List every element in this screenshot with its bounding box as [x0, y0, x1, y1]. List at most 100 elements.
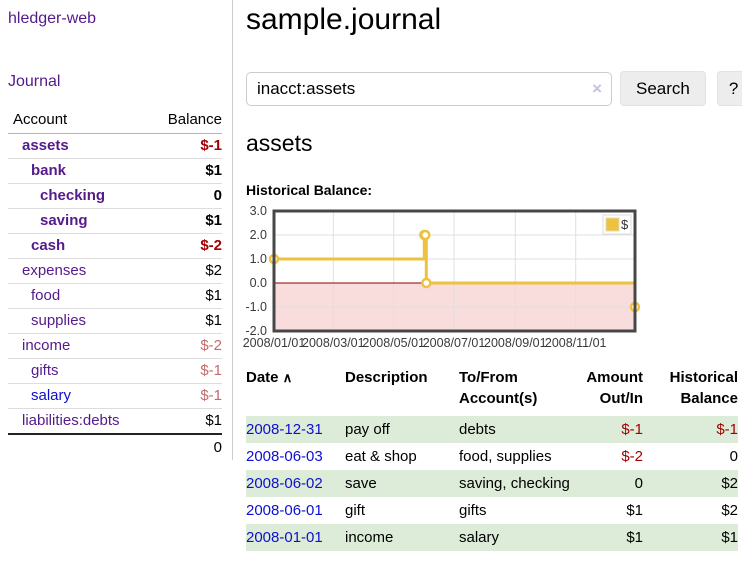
account-link-expenses[interactable]: expenses [22, 262, 87, 279]
search-input[interactable] [246, 71, 612, 106]
register-description-cell: income [345, 524, 459, 551]
register-row: 2008-06-02 save saving, checking 0 $2 [246, 470, 738, 497]
account-name-cell: checking [8, 183, 152, 209]
svg-text:$: $ [621, 217, 629, 232]
account-link-assets[interactable]: assets [22, 137, 69, 154]
search-help-button[interactable]: ? [716, 71, 742, 106]
account-link-liabilities-debts[interactable]: liabilities:debts [22, 412, 120, 429]
app-title-link[interactable]: hledger-web [8, 10, 97, 27]
accounts-col-account: Account [8, 108, 152, 134]
register-col-amount: Amount Out/In [586, 369, 643, 407]
accounts-table-header: Account Balance [8, 108, 222, 134]
register-amount-cell: 0 [575, 470, 643, 497]
register-date-cell: 2008-06-03 [246, 443, 345, 470]
account-heading: assets [246, 130, 313, 156]
register-date-cell: 2008-12-31 [246, 416, 345, 443]
account-link-salary[interactable]: salary [31, 387, 72, 404]
register-balance-cell: $-1 [643, 416, 738, 443]
register-row: 2008-06-03 eat & shop food, supplies $-2 0 [246, 443, 738, 470]
svg-text:1.0: 1.0 [250, 252, 267, 266]
register-col-description: Description [345, 369, 428, 386]
accounts-table: Account Balance assets $-1 bank $1 checking 0… [8, 108, 222, 460]
account-name-cell: assets [8, 134, 152, 159]
account-name-cell: bank [8, 158, 152, 184]
register-balance-cell: $2 [721, 502, 738, 519]
sidebar: hledger-web Journal Account Balance asse… [0, 0, 233, 460]
register-accounts-cell: food, supplies [459, 448, 552, 465]
register-date-cell: 2008-06-02 [246, 470, 345, 497]
account-link-supplies[interactable]: supplies [31, 312, 87, 329]
account-balance: 0 [152, 183, 222, 209]
accounts-total-spacer [8, 433, 152, 460]
account-link-saving[interactable]: saving [40, 212, 88, 229]
register-row: 2008-06-01 gift gifts $1 $2 [246, 497, 738, 524]
account-name-cell: gifts [8, 358, 152, 384]
register-col-accounts: To/From Account(s) [459, 369, 538, 407]
sidebar-item-journal[interactable]: Journal [8, 73, 61, 90]
transaction-date-link[interactable]: 2008-01-01 [246, 529, 323, 546]
transaction-date-link[interactable]: 2008-06-02 [246, 475, 323, 492]
account-row: gifts $-1 [8, 358, 222, 384]
register-balance-cell: $1 [643, 524, 738, 551]
account-row: assets $-1 [8, 134, 222, 159]
page: hledger-web Journal Account Balance asse… [0, 0, 742, 551]
svg-text:-2.0: -2.0 [245, 324, 267, 338]
svg-text:-1.0: -1.0 [245, 300, 267, 314]
account-name-cell: food [8, 283, 152, 309]
register-date-cell: 2008-01-01 [246, 524, 345, 551]
account-name-cell: cash [8, 233, 152, 259]
register-col-balance: Historical Balance [669, 369, 738, 407]
register-balance-cell: $2 [643, 470, 738, 497]
account-link-food[interactable]: food [31, 287, 61, 304]
account-balance: $1 [152, 283, 222, 309]
main-content: sample.journal × Search ? assets Histori… [233, 0, 742, 551]
register-amount-cell: $1 [626, 502, 643, 519]
account-link-income[interactable]: income [22, 337, 71, 354]
account-row: saving $1 [8, 208, 222, 234]
account-name-cell: expenses [8, 258, 152, 284]
account-link-checking[interactable]: checking [40, 187, 106, 204]
account-link-cash[interactable]: cash [31, 237, 66, 254]
account-link-bank[interactable]: bank [31, 162, 67, 179]
transaction-date-link[interactable]: 2008-06-01 [246, 502, 323, 519]
register-row: 2008-12-31 pay off debts $-1 $-1 [246, 416, 738, 443]
account-balance: $-1 [200, 137, 222, 154]
accounts-total-value: 0 [152, 433, 222, 460]
account-balance: $1 [152, 208, 222, 234]
transaction-date-link[interactable]: 2008-06-03 [246, 448, 323, 465]
page-title: sample.journal [246, 3, 442, 36]
register-accounts-cell: saving, checking [459, 470, 575, 497]
register-amount-cell: $-2 [621, 448, 643, 465]
historical-balance-chart: $3.0 2.0 1.0 0.0 -1.0 -2.0 2008/01/01 2008/03/0… [243, 204, 646, 350]
clear-search-icon[interactable]: × [592, 78, 602, 98]
transaction-date-link[interactable]: 2008-12-31 [246, 421, 323, 438]
account-row: food $1 [8, 283, 222, 309]
account-balance: $1 [152, 408, 222, 434]
chart-svg: $3.0 2.0 1.0 0.0 -1.0 -2.02008/01/012008/03/0… [243, 204, 641, 350]
svg-text:2008/01/01: 2008/01/01 [243, 336, 306, 350]
account-balance: $1 [152, 308, 222, 334]
account-row: salary $-1 [8, 383, 222, 409]
register-table: Date ∧ Description To/From Account(s) Am… [246, 367, 738, 551]
sort-asc-icon: ∧ [282, 370, 293, 385]
svg-text:0.0: 0.0 [250, 276, 267, 290]
register-description-cell: gift [345, 502, 366, 519]
search-button[interactable]: Search [620, 71, 706, 106]
register-description-cell: save [345, 470, 459, 497]
account-name-cell: income [8, 333, 152, 359]
account-name-cell: saving [8, 208, 152, 234]
register-col-date[interactable]: Date ∧ [246, 369, 293, 386]
account-row: income $-2 [8, 333, 222, 359]
account-link-gifts[interactable]: gifts [31, 362, 59, 379]
account-balance: $-2 [152, 233, 222, 259]
register-accounts-cell: gifts [459, 502, 487, 519]
account-balance: $-2 [152, 333, 222, 359]
register-amount-cell: $1 [575, 524, 643, 551]
register-date-cell: 2008-06-01 [246, 497, 345, 524]
account-row: supplies $1 [8, 308, 222, 334]
svg-text:3.0: 3.0 [250, 204, 267, 218]
chart-title: Historical Balance: [246, 182, 373, 198]
register-accounts-cell: debts [459, 416, 575, 443]
account-name-cell: salary [8, 383, 152, 409]
search-input-wrap: × [246, 71, 612, 106]
